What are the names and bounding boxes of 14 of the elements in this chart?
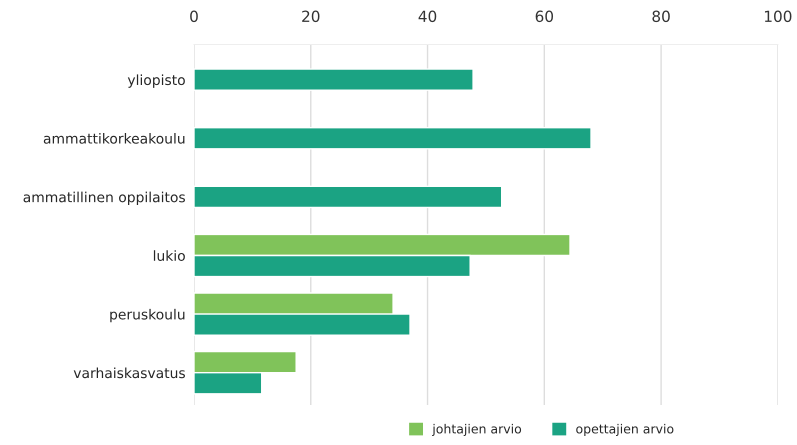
x-tick-label: 60 [536, 10, 554, 22]
y-tick-label: ammatillinen oppilaitos [24, 192, 185, 206]
x-tick-label: 0 [190, 10, 198, 22]
y-tick-label: peruskoulu [110, 308, 184, 322]
x-tick-label: 20 [302, 10, 320, 22]
y-tick-label: lukio [154, 250, 185, 261]
x-tick-label: 100 [764, 10, 792, 22]
y-tick-label: varhaiskasvatus [74, 367, 185, 378]
legend-label: opettajien arvio [576, 424, 674, 436]
y-tick-label: yliopisto [128, 74, 185, 88]
x-tick-label: 40 [418, 10, 436, 22]
y-tick-label: ammattikorkeakoulu [44, 133, 184, 144]
legend-label: johtajien arvio [432, 424, 522, 436]
x-tick-label: 80 [652, 10, 670, 22]
